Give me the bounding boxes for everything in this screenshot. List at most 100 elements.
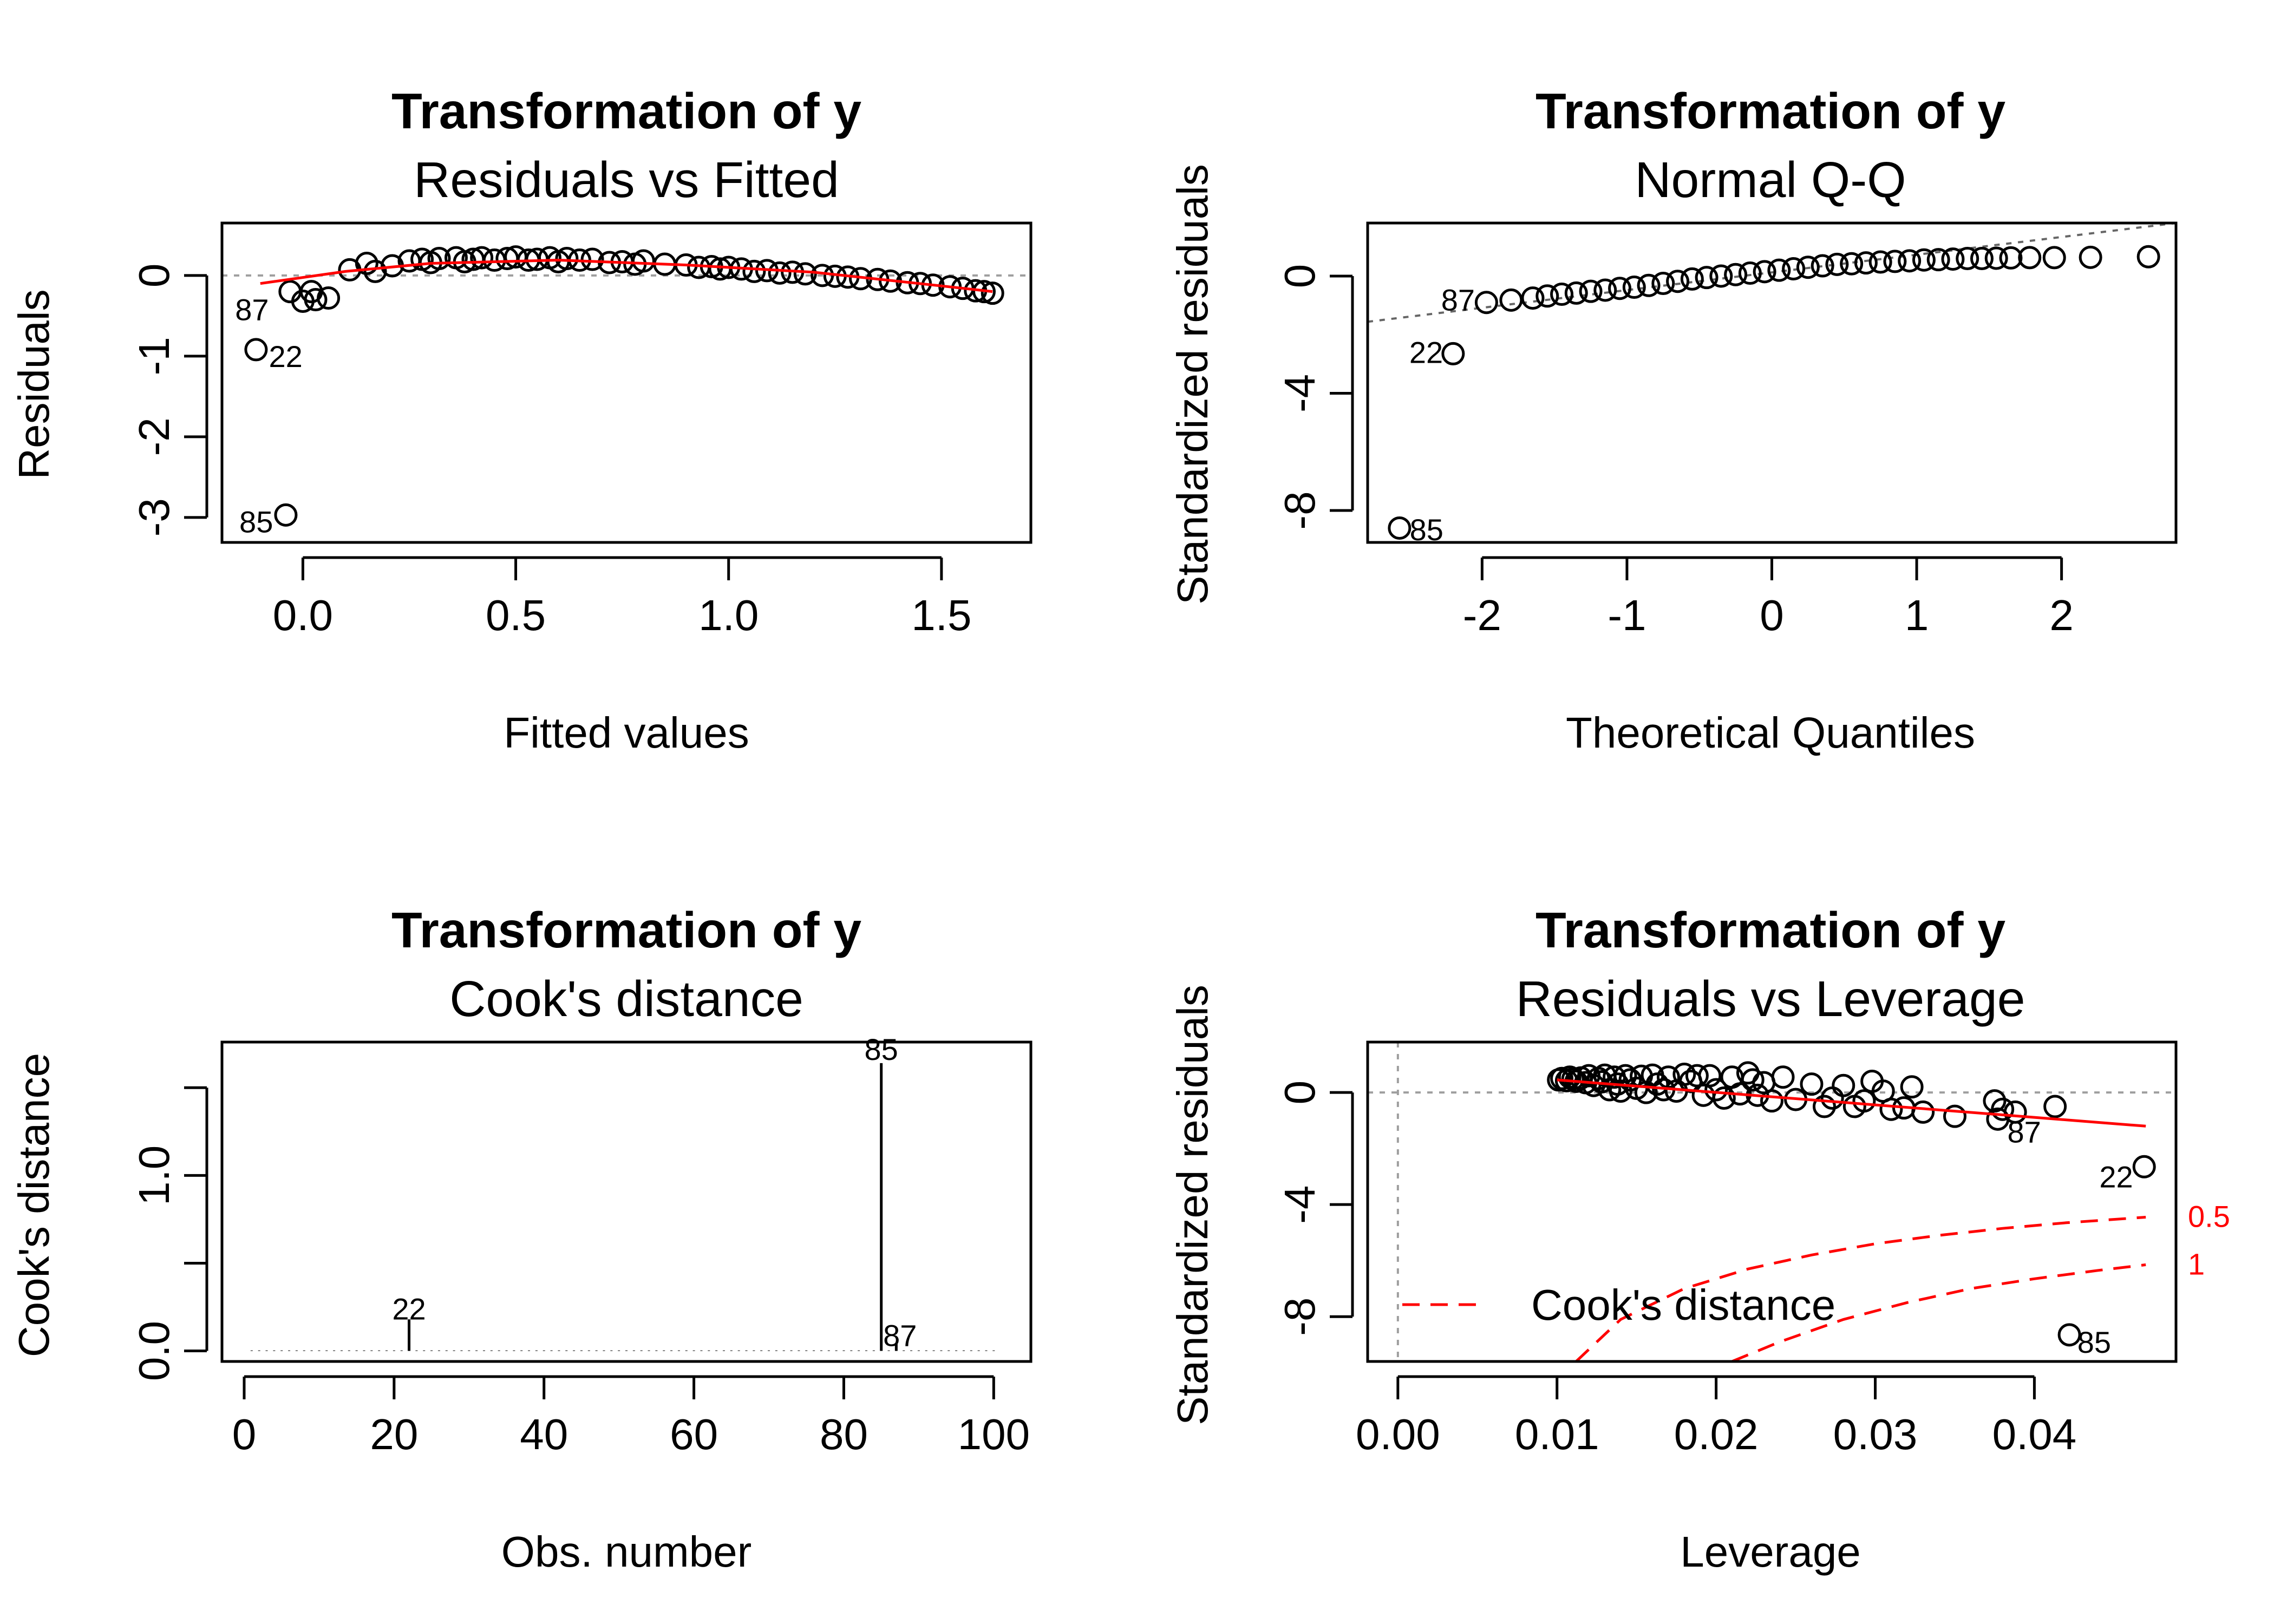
point-label-87: 87 xyxy=(1441,283,1475,317)
data-point xyxy=(1900,1075,1924,1099)
cooks-contour-0.5 xyxy=(1575,1216,2146,1363)
data-point xyxy=(1666,270,1690,293)
data-point xyxy=(1767,258,1791,282)
point-label-85: 85 xyxy=(239,505,273,539)
panel-normal-qq: Transformation of y Normal Q-Q Theoretic… xyxy=(1168,83,2178,757)
x-tick-label: 100 xyxy=(958,1410,1030,1458)
data-point xyxy=(1637,273,1661,297)
plot-frame xyxy=(1366,221,2178,544)
x-tick-label: 20 xyxy=(370,1410,418,1458)
x-tick-label: 40 xyxy=(520,1410,568,1458)
x-tick-label: 1.5 xyxy=(911,591,971,639)
x-tick-label: 0 xyxy=(232,1410,257,1458)
data-point xyxy=(1535,284,1559,308)
panel-residuals-vs-leverage: Transformation of y Residuals vs Leverag… xyxy=(1168,902,2230,1576)
data-point xyxy=(1550,283,1574,306)
data-point xyxy=(1782,257,1806,280)
x-axis-label: Theoretical Quantiles xyxy=(1566,709,1975,757)
plot-area: 22 85 87 xyxy=(250,1032,995,1352)
data-point xyxy=(1970,246,1994,270)
point-label-22: 22 xyxy=(392,1292,426,1326)
y-tick-label: -8 xyxy=(1276,1298,1324,1336)
panel-title: Transformation of y xyxy=(1535,83,2005,139)
data-point xyxy=(1608,277,1632,300)
data-point xyxy=(555,247,579,271)
x-tick-label: 1 xyxy=(1905,591,1929,639)
data-point xyxy=(2003,1100,2027,1124)
data-point xyxy=(470,246,494,270)
data-point xyxy=(2043,1095,2067,1118)
data-point xyxy=(1622,276,1646,299)
data-point xyxy=(2136,245,2160,269)
data-point xyxy=(1738,261,1762,285)
data-point xyxy=(1832,1073,1855,1097)
plot-frame xyxy=(220,221,1033,544)
legend: Cook's distance xyxy=(1402,1281,1835,1329)
data-point xyxy=(1812,1095,1836,1118)
data-point xyxy=(1983,1089,2007,1113)
data-point xyxy=(1499,288,1523,312)
y-tick-label: -2 xyxy=(130,417,178,456)
data-point xyxy=(742,259,766,283)
point-label-85: 85 xyxy=(2077,1325,2111,1359)
data-point xyxy=(2018,246,2042,270)
panel-subtitle: Residuals vs Fitted xyxy=(414,152,839,208)
plot-frame xyxy=(220,1040,1033,1363)
data-point xyxy=(1709,264,1733,288)
data-point xyxy=(1704,1078,1728,1102)
data-point xyxy=(793,262,817,286)
data-point xyxy=(427,247,451,271)
y-tick-label: 0 xyxy=(130,264,178,288)
data-point xyxy=(1854,251,1878,275)
x-tick-label: 2 xyxy=(2049,591,2074,639)
panel-subtitle: Residuals vs Leverage xyxy=(1516,971,2025,1027)
smoother-line xyxy=(1557,1078,2146,1128)
x-tick-label: -1 xyxy=(1608,591,1646,639)
data-point xyxy=(580,247,604,271)
panel-title: Transformation of y xyxy=(391,83,861,139)
data-point xyxy=(972,280,996,304)
data-point xyxy=(1796,256,1820,279)
panel-cooks-distance: Transformation of y Cook's distance Obs.… xyxy=(10,902,1033,1576)
data-point xyxy=(1912,248,1936,272)
x-tick-label: 1.0 xyxy=(698,591,759,639)
data-point xyxy=(1879,1097,1903,1121)
y-axis-label: Residuals xyxy=(10,289,58,479)
data-point xyxy=(1564,281,1588,305)
data-point xyxy=(1941,247,1965,271)
data-point xyxy=(1593,278,1617,302)
data-point xyxy=(1558,1065,1582,1089)
axes: 0 20 40 60 80 100 0.0 1.0 xyxy=(130,1086,1030,1458)
y-tick-label: -8 xyxy=(1276,491,1324,529)
data-point xyxy=(1811,254,1834,278)
point-label-87: 87 xyxy=(235,292,269,326)
data-point xyxy=(1695,266,1718,290)
y-axis-label: Standardized residuals xyxy=(1168,164,1217,605)
data-point xyxy=(1956,246,1979,270)
y-tick-label: -1 xyxy=(130,337,178,375)
data-point xyxy=(1771,1065,1795,1089)
y-tick-label: 0 xyxy=(1276,264,1324,289)
data-point xyxy=(1825,252,1849,276)
data-point xyxy=(1991,1097,2015,1121)
x-tick-label: 0.04 xyxy=(1992,1410,2077,1458)
y-tick-label: 1.0 xyxy=(130,1145,178,1206)
data-point xyxy=(2057,1323,2081,1347)
data-point xyxy=(1741,1068,1765,1092)
plot-frame xyxy=(1366,1040,2178,1363)
data-point xyxy=(363,259,387,283)
data-point xyxy=(1926,248,1950,272)
data-point xyxy=(1441,342,1465,365)
data-point xyxy=(1672,1063,1696,1086)
point-label-22: 22 xyxy=(269,339,302,374)
point-label-87: 87 xyxy=(2007,1115,2041,1149)
data-point xyxy=(981,281,1004,305)
data-point xyxy=(1868,250,1892,274)
data-point xyxy=(2042,246,2066,270)
smoother-line xyxy=(260,258,993,293)
data-point xyxy=(768,261,792,285)
point-label-22: 22 xyxy=(1409,336,1443,370)
